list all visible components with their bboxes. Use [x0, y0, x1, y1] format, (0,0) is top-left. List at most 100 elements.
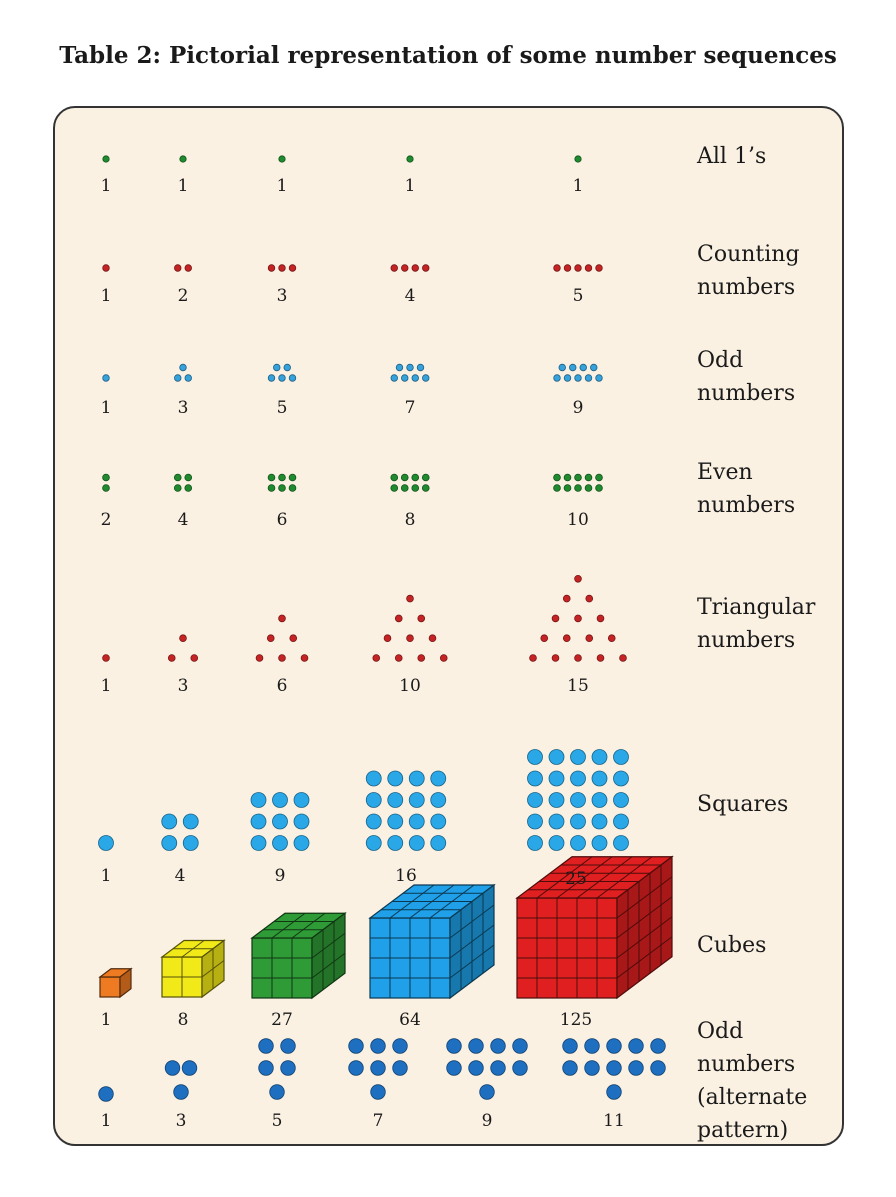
triangular-dot: [278, 614, 286, 623]
square-dot: [570, 792, 586, 808]
number-label-squares: 9: [274, 866, 286, 886]
even-dot: [173, 473, 182, 482]
number-label-even: 6: [276, 510, 288, 530]
odd-dot: [563, 374, 572, 382]
number-label-cubes: 125: [559, 1010, 593, 1030]
counting-dot: [574, 264, 582, 272]
triangular-dot: [300, 654, 309, 662]
square-dot: [570, 835, 586, 851]
row-label-line: numbers: [697, 493, 796, 518]
square-dot: [548, 813, 565, 830]
number-label-odd: 9: [572, 398, 584, 418]
counting-dot: [174, 264, 182, 272]
odd-alt-dot: [490, 1060, 506, 1076]
number-label-odd-alt: 5: [271, 1111, 283, 1131]
even-dot: [421, 484, 430, 492]
odd-dot: [416, 363, 425, 372]
triangular-dot: [102, 654, 110, 662]
odd-dot: [558, 363, 566, 372]
triangular-dot: [406, 594, 414, 603]
counting-dot: [267, 264, 276, 272]
number-label-squares: 1: [100, 866, 112, 886]
row-label-all-ones: All 1’s: [697, 140, 766, 173]
odd-alt-dot: [280, 1038, 296, 1054]
odd-dot: [273, 363, 281, 372]
triangular-dot: [619, 654, 627, 662]
number-label-counting: 2: [177, 286, 189, 306]
even-dot: [288, 473, 297, 482]
square-dot: [430, 835, 447, 851]
row-label-line: Odd: [697, 1019, 744, 1044]
odd-dot: [574, 374, 582, 382]
row-label-line: Squares: [697, 792, 789, 817]
odd-dot: [179, 363, 187, 372]
odd-dot: [278, 374, 286, 382]
even-dot: [400, 484, 409, 492]
number-label-cubes: 64: [399, 1010, 421, 1030]
square-dot: [591, 749, 608, 765]
number-label-odd: 7: [404, 398, 416, 418]
square-dot: [548, 770, 565, 787]
odd-alt-dot: [606, 1038, 622, 1054]
square-dot: [408, 792, 425, 808]
square-dot: [272, 813, 288, 830]
single-dot: [574, 155, 582, 163]
page-title: Table 2: Pictorial representation of som…: [59, 42, 837, 69]
square-dot: [293, 835, 310, 851]
square-dot: [570, 749, 586, 765]
even-dot: [278, 484, 286, 492]
even-dot: [563, 473, 572, 482]
odd-alt-dot: [628, 1038, 644, 1054]
square-dot: [387, 813, 404, 830]
odd-alt-dot: [392, 1038, 408, 1054]
odd-alt-dot: [606, 1084, 622, 1100]
even-dot: [553, 484, 561, 492]
even-dot: [553, 473, 561, 482]
even-dot: [390, 484, 399, 492]
row-label-line: (alternate: [697, 1085, 808, 1110]
odd-dot: [395, 363, 404, 372]
odd-alt-dot: [512, 1038, 528, 1054]
odd-alt-dot: [348, 1038, 364, 1054]
square-dot: [387, 835, 404, 851]
even-dot: [102, 473, 110, 482]
triangular-dot: [167, 654, 176, 662]
odd-alt-dot: [606, 1060, 622, 1076]
triangular-dot: [596, 654, 605, 662]
triangular-dot: [266, 634, 275, 642]
odd-alt-dot: [562, 1060, 578, 1076]
odd-dot: [174, 374, 182, 382]
square-dot: [387, 770, 404, 787]
row-label-line: pattern): [697, 1118, 789, 1143]
number-label-squares: 16: [395, 866, 417, 886]
number-label-odd-alt: 7: [372, 1111, 384, 1131]
number-label-odd-alt: 3: [175, 1111, 187, 1131]
counting-dot: [584, 264, 593, 272]
square-dot: [591, 770, 608, 787]
even-dot: [584, 484, 593, 492]
even-dot: [421, 473, 430, 482]
number-label-cubes: 1: [100, 1010, 112, 1030]
odd-dot: [595, 374, 603, 382]
odd-alt-dot: [181, 1060, 198, 1076]
triangular-dot: [406, 634, 414, 642]
square-dot: [591, 792, 608, 808]
triangular-dot: [417, 654, 426, 662]
cube-1: [98, 967, 133, 999]
triangular-dot: [562, 634, 571, 642]
counting-dot: [278, 264, 286, 272]
triangular-dot: [574, 614, 582, 623]
odd-dot: [184, 374, 192, 382]
square-dot: [548, 749, 565, 765]
number-label-counting: 5: [572, 286, 584, 306]
number-label-triangular: 6: [276, 676, 288, 696]
square-dot: [293, 813, 310, 830]
row-label-line: Cubes: [697, 933, 767, 958]
even-dot: [267, 484, 276, 492]
square-dot: [250, 792, 267, 808]
odd-alt-dot: [280, 1060, 296, 1076]
odd-dot: [401, 374, 409, 382]
counting-dot: [553, 264, 561, 272]
odd-dot: [267, 374, 276, 382]
even-dot: [267, 473, 276, 482]
